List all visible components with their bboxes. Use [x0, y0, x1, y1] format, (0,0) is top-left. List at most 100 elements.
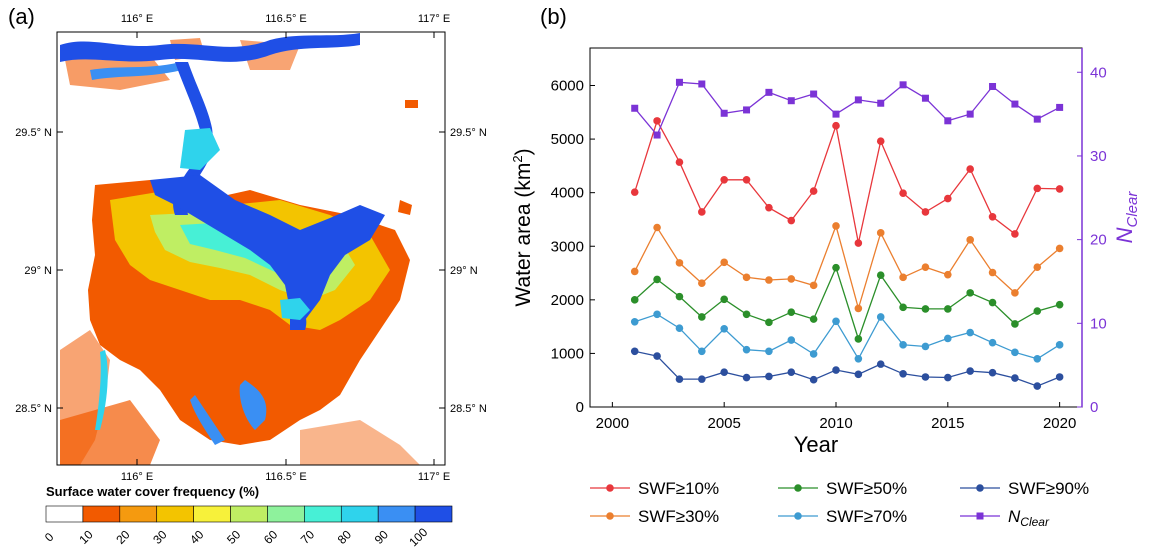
data-point	[631, 104, 639, 112]
y-tick-label-left: 1000	[551, 345, 584, 362]
lat-label-right: 28.5° N	[450, 403, 487, 415]
data-point	[1011, 289, 1019, 297]
y-tick-label-left: 6000	[551, 78, 584, 95]
x-axis-label: Year	[794, 432, 838, 457]
data-point	[630, 347, 639, 356]
data-point	[810, 90, 818, 98]
data-point	[765, 88, 773, 96]
data-point	[988, 268, 997, 277]
data-point	[698, 347, 706, 356]
data-point	[653, 275, 661, 284]
data-point	[832, 317, 840, 326]
data-point	[1033, 263, 1042, 271]
data-point	[1011, 374, 1019, 382]
series-line	[634, 119, 1060, 244]
data-point	[720, 109, 728, 117]
data-point	[899, 81, 907, 89]
data-point	[899, 303, 907, 312]
legend-marker	[794, 512, 802, 520]
chart-legend: SWF≥10% SWF≥50% SWF≥90% SWF≥30% SWF≥70% NClea…	[590, 479, 1089, 529]
data-point	[1055, 341, 1064, 349]
data-point	[854, 335, 863, 343]
data-point	[988, 338, 997, 347]
data-point	[966, 328, 974, 337]
data-point	[1055, 185, 1064, 193]
data-point	[988, 368, 997, 377]
data-point	[1033, 184, 1042, 193]
x-tick-label: 2000	[596, 415, 629, 432]
data-point	[1011, 230, 1019, 238]
data-point	[854, 370, 863, 379]
y-tick-label-right: 0	[1090, 399, 1098, 416]
data-point	[921, 342, 930, 351]
legend-label: NClear	[1008, 507, 1050, 529]
data-point	[966, 236, 974, 244]
data-point	[675, 78, 683, 86]
data-point	[1011, 320, 1019, 328]
data-point	[809, 350, 818, 358]
data-point	[921, 94, 929, 102]
series-line	[634, 223, 1061, 311]
data-point	[832, 366, 840, 374]
data-point	[877, 99, 885, 107]
legend-label: SWF≥50%	[826, 479, 907, 498]
data-point	[854, 304, 863, 313]
legend-marker	[976, 512, 984, 520]
data-point	[809, 187, 818, 195]
data-point	[698, 80, 706, 88]
data-point	[944, 194, 952, 203]
data-point	[653, 352, 661, 360]
panel-b-label: (b)	[540, 4, 567, 29]
data-point	[876, 313, 885, 321]
data-point	[742, 310, 751, 319]
y-tick-label-left: 0	[576, 399, 584, 416]
data-point	[630, 296, 639, 304]
lat-label-right: 29.5° N	[450, 127, 487, 139]
lon-label-top: 117° E	[418, 13, 450, 25]
data-point	[653, 310, 661, 319]
series-line	[634, 350, 1060, 387]
y-tick-label-right: 40	[1090, 64, 1107, 81]
legend-label: SWF≥70%	[826, 507, 907, 526]
x-tick-label: 2020	[1043, 415, 1076, 432]
data-point	[630, 318, 639, 326]
legend-marker	[976, 484, 984, 492]
data-point	[944, 305, 952, 313]
y-tick-label-right: 30	[1090, 148, 1107, 165]
x-tick-label: 2010	[819, 415, 852, 432]
colorbar-segment	[414, 505, 453, 523]
chart-series	[630, 78, 1064, 390]
data-point	[854, 239, 863, 247]
y-axis-label-right: NClear	[1112, 191, 1141, 244]
data-point	[720, 295, 728, 304]
data-point	[675, 324, 684, 333]
x-tick-label: 2005	[707, 415, 740, 432]
data-point	[653, 131, 661, 139]
data-point	[921, 263, 930, 271]
legend-marker	[606, 484, 614, 492]
data-point	[698, 279, 706, 288]
colorbar-title: Surface water cover frequency (%)	[46, 484, 260, 499]
data-point	[765, 347, 773, 356]
data-point	[765, 276, 773, 284]
data-point	[1056, 103, 1064, 111]
data-point	[1033, 382, 1042, 390]
data-point	[742, 373, 751, 382]
data-point	[742, 273, 751, 282]
data-point	[698, 375, 706, 383]
lon-label-bottom: 116.5° E	[265, 471, 307, 483]
data-point	[675, 259, 684, 267]
data-point	[899, 273, 907, 282]
y-axis-label-left: Water area (km2)	[510, 148, 535, 306]
lon-label-bottom: 116° E	[121, 471, 153, 483]
lat-label-right: 29° N	[450, 265, 478, 277]
data-point	[765, 372, 773, 381]
series-line	[634, 313, 1060, 361]
data-point	[944, 117, 952, 125]
lon-label-top: 116.5° E	[265, 13, 307, 25]
data-point	[876, 271, 885, 279]
lat-label-left: 28.5° N	[15, 403, 52, 415]
data-point	[966, 110, 974, 118]
